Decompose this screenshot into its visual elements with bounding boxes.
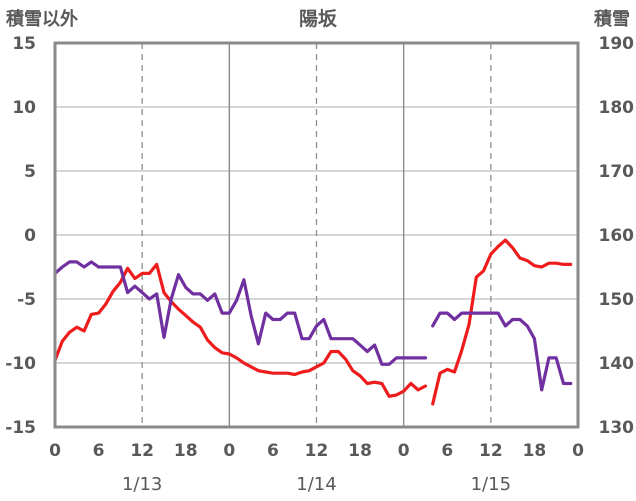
right-tick-label: 180 (599, 98, 635, 118)
x-tick-label: 18 (523, 441, 547, 461)
series-line-2 (431, 311, 573, 392)
series-line-1 (53, 262, 428, 398)
left-tick-label: 5 (24, 162, 36, 182)
right-tick-label: 190 (599, 34, 635, 54)
x-tick-label: 0 (398, 441, 410, 461)
x-tick-label: 18 (348, 441, 372, 461)
right-tick-label: 130 (599, 418, 635, 438)
day-label: 1/15 (471, 474, 511, 495)
right-tick-label: 140 (599, 354, 635, 374)
grid-lines (55, 43, 578, 427)
left-tick-label: 15 (12, 34, 36, 54)
x-tick-label: 12 (305, 441, 329, 461)
left-axis-label: 積雪以外 (5, 8, 78, 30)
series-lines (53, 238, 573, 406)
x-tick-label: 18 (174, 441, 198, 461)
x-tick-label: 6 (93, 441, 105, 461)
x-tick-label: 12 (479, 441, 503, 461)
left-tick-label: 10 (12, 98, 36, 118)
left-tick-label: -10 (5, 354, 36, 374)
x-tick-label: 0 (572, 441, 584, 461)
x-tick-label: 6 (267, 441, 279, 461)
plot-frame (53, 41, 580, 429)
x-tick-label: 0 (223, 441, 235, 461)
left-tick-label: -5 (17, 290, 36, 310)
right-axis-label: 積雪 (593, 8, 630, 30)
right-tick-label: 160 (599, 226, 635, 246)
series-line-1 (431, 238, 573, 406)
x-tick-label: 12 (130, 441, 154, 461)
x-tick-label: 6 (441, 441, 453, 461)
right-tick-label: 150 (599, 290, 635, 310)
series-line-2 (53, 260, 428, 366)
left-tick-label: -15 (5, 418, 36, 438)
day-label: 1/13 (122, 474, 162, 495)
x-tick-label: 0 (49, 441, 61, 461)
chart-title: 陽坂 (299, 8, 338, 30)
right-tick-label: 170 (599, 162, 635, 182)
day-label: 1/14 (296, 474, 336, 495)
left-tick-label: 0 (24, 226, 36, 246)
